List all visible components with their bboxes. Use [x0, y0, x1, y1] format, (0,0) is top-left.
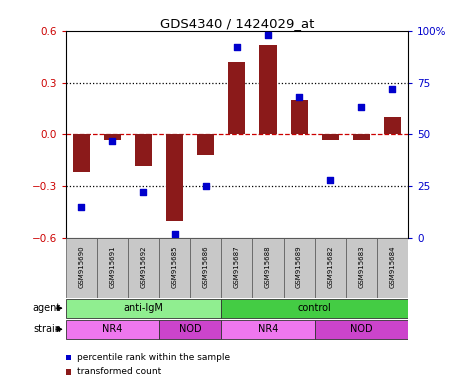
Bar [66, 299, 221, 318]
Point [109, 137, 116, 144]
Point [264, 32, 272, 38]
Bar [73, 134, 90, 172]
Bar [284, 238, 315, 298]
Point [171, 231, 178, 237]
Point [389, 86, 396, 92]
Bar [159, 320, 221, 339]
Text: GSM915682: GSM915682 [327, 245, 333, 288]
Text: control: control [298, 303, 332, 313]
Point [202, 183, 210, 189]
Bar [128, 238, 159, 298]
Bar [346, 238, 377, 298]
Bar [221, 238, 252, 298]
Point [295, 94, 303, 100]
Text: GSM915690: GSM915690 [78, 245, 84, 288]
Title: GDS4340 / 1424029_at: GDS4340 / 1424029_at [159, 17, 314, 30]
Point [326, 177, 334, 183]
Bar [66, 238, 97, 298]
Text: GSM915687: GSM915687 [234, 245, 240, 288]
Bar [221, 299, 408, 318]
Text: GSM915685: GSM915685 [172, 245, 178, 288]
Bar [290, 100, 308, 134]
Text: GSM915688: GSM915688 [265, 245, 271, 288]
Point [140, 189, 147, 195]
Bar [159, 238, 190, 298]
Bar [377, 238, 408, 298]
Bar [104, 134, 121, 139]
Bar [252, 238, 284, 298]
Text: GSM915686: GSM915686 [203, 245, 209, 288]
Text: agent: agent [33, 303, 61, 313]
Bar [197, 134, 214, 155]
Text: GSM915689: GSM915689 [296, 245, 302, 288]
Text: transformed count: transformed count [77, 367, 161, 376]
Text: GSM915684: GSM915684 [389, 245, 395, 288]
Text: NR4: NR4 [258, 324, 278, 334]
Bar [135, 134, 152, 166]
Point [233, 44, 241, 50]
Point [357, 104, 365, 111]
Bar [166, 134, 183, 221]
Bar [190, 238, 221, 298]
Bar [259, 45, 277, 134]
Text: GSM915691: GSM915691 [109, 245, 115, 288]
Text: GSM915683: GSM915683 [358, 245, 364, 288]
Bar [221, 320, 315, 339]
Bar [228, 62, 245, 134]
Point [77, 204, 85, 210]
Text: anti-IgM: anti-IgM [123, 303, 163, 313]
Text: strain: strain [33, 324, 61, 334]
Bar [322, 134, 339, 139]
Text: NOD: NOD [179, 324, 202, 334]
Bar [353, 134, 370, 139]
Bar [66, 320, 159, 339]
Bar [315, 320, 408, 339]
Text: NOD: NOD [350, 324, 373, 334]
Text: GSM915692: GSM915692 [141, 245, 146, 288]
Text: NR4: NR4 [102, 324, 122, 334]
Text: percentile rank within the sample: percentile rank within the sample [77, 353, 230, 362]
Bar [97, 238, 128, 298]
Bar [315, 238, 346, 298]
Bar [384, 117, 401, 134]
